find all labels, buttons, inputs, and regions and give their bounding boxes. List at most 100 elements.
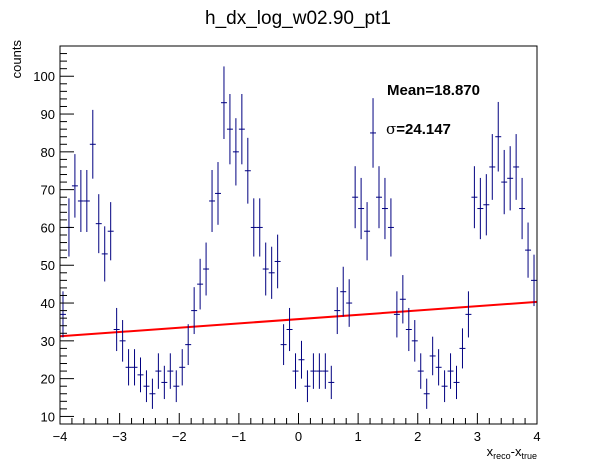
mean-annotation: Mean=18.870 <box>387 82 480 99</box>
data-point <box>352 166 359 229</box>
sigma-annotation: σ=24.147 <box>386 120 451 138</box>
data-point <box>483 174 490 236</box>
data-point <box>399 275 406 324</box>
data-point <box>197 258 204 310</box>
data-point <box>89 109 96 179</box>
data-point <box>316 353 323 389</box>
x-tick-label: −3 <box>112 429 127 444</box>
y-tick-label: 20 <box>41 372 55 387</box>
data-point <box>250 198 257 257</box>
data-point <box>405 307 412 352</box>
x-axis-label-sub-true: true <box>521 451 537 461</box>
data-point <box>310 353 317 389</box>
data-point <box>274 234 281 289</box>
data-point <box>185 324 192 366</box>
data-point <box>215 162 221 225</box>
data-point <box>280 324 287 366</box>
data-point <box>137 357 144 393</box>
data-point <box>340 266 347 317</box>
x-tick-label: −2 <box>172 429 187 444</box>
x-axis-label-sub-reco: reco <box>493 451 511 461</box>
data-point <box>370 98 377 168</box>
x-tick-label: 2 <box>414 429 421 444</box>
data-point <box>286 307 293 352</box>
data-point <box>459 328 466 369</box>
data-point <box>465 291 472 338</box>
data-point <box>226 94 233 165</box>
y-axis-ticks: 10 20 30 40 50 60 70 80 90 100 <box>33 45 74 424</box>
data-point <box>513 134 520 200</box>
data-point <box>77 169 84 232</box>
chart-title: h_dx_log_w02.90_pt1 <box>205 8 391 29</box>
data-point <box>119 320 126 362</box>
data-point <box>525 222 532 278</box>
data-point <box>376 166 382 229</box>
x-tick-label: −1 <box>231 429 246 444</box>
data-point <box>95 194 102 254</box>
data-point <box>149 378 156 409</box>
data-point <box>381 177 388 240</box>
data-point <box>125 349 132 386</box>
x-tick-label: 3 <box>474 429 481 444</box>
data-point <box>393 291 400 338</box>
sigma-value: =24.147 <box>396 121 451 138</box>
y-tick-label: 90 <box>41 107 55 122</box>
data-point <box>435 349 442 386</box>
data-point <box>244 137 251 204</box>
data-point <box>501 149 508 215</box>
data-point <box>107 202 114 261</box>
data-point <box>304 370 311 403</box>
data-point <box>328 365 335 400</box>
data-point <box>453 365 460 400</box>
data-point <box>417 353 424 389</box>
data-point <box>220 66 227 139</box>
data-point <box>334 287 341 335</box>
data-point <box>507 146 514 211</box>
data-point <box>173 370 180 403</box>
x-axis-label-mid: -x <box>511 444 522 459</box>
y-tick-label: 40 <box>41 296 55 311</box>
data-point <box>83 169 90 232</box>
data-point <box>262 242 269 296</box>
data-point <box>495 101 502 172</box>
data-point <box>411 320 418 362</box>
data-point <box>519 177 526 240</box>
data-point <box>238 94 245 165</box>
fit-line-group <box>59 300 538 338</box>
x-axis-label: xreco-xtrue <box>487 444 537 461</box>
data-point <box>71 154 78 218</box>
y-tick-label: 50 <box>41 258 55 273</box>
data-point <box>60 291 66 338</box>
y-axis-label: counts <box>9 40 24 79</box>
y-tick-label: 10 <box>41 409 55 424</box>
data-point <box>447 353 454 389</box>
data-point <box>179 349 186 386</box>
data-point <box>268 246 275 299</box>
data-point <box>531 254 537 307</box>
data-point <box>101 226 108 282</box>
data-point <box>358 177 365 240</box>
data-point <box>113 307 120 352</box>
data-point <box>203 242 210 296</box>
y-tick-label: 70 <box>41 183 55 198</box>
data-point <box>232 118 239 186</box>
x-axis-ticks: −4 −3 −2 −1 0 1 2 3 4 <box>53 413 541 444</box>
data-point <box>471 166 478 229</box>
data-point <box>423 378 430 409</box>
data-point <box>167 353 174 389</box>
data-point <box>155 353 162 389</box>
data-point <box>292 353 299 389</box>
fit-line <box>59 300 538 338</box>
data-point <box>429 336 436 376</box>
data-point <box>161 365 168 400</box>
x-tick-label: 0 <box>295 429 302 444</box>
y-tick-label: 100 <box>33 69 55 84</box>
y-tick-label: 80 <box>41 145 55 160</box>
data-point <box>256 198 263 257</box>
data-point <box>387 198 394 257</box>
data-point <box>209 169 216 232</box>
data-point <box>143 370 150 403</box>
data-point <box>364 202 371 261</box>
